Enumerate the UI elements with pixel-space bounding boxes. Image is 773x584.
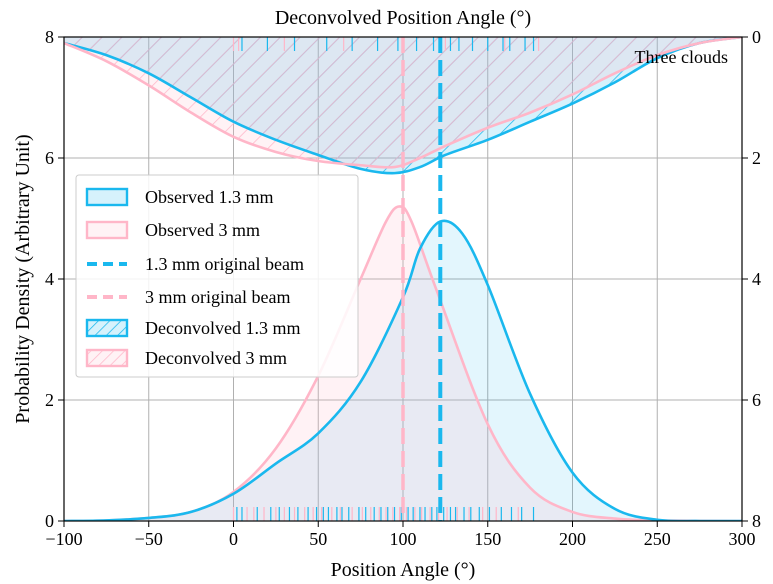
x-tick-label: 200 [559,529,586,549]
x-tick-label: 300 [729,529,756,549]
legend-label: Observed 3 mm [145,220,260,240]
vline-layer [401,37,443,521]
right-y-tick-label: 6 [752,390,761,410]
annotation-three-clouds: Three clouds [635,47,728,67]
x-tick-label: 0 [229,529,238,549]
rug-layer [232,37,540,521]
x-tick-label: −100 [45,529,82,549]
x-axis-title: Position Angle (°) [331,559,476,581]
legend-label: Deconvolved 1.3 mm [145,318,300,338]
x-tick-label: 250 [644,529,671,549]
right-y-tick-label: 4 [752,269,761,289]
legend-frame [75,174,359,378]
legend-label: 1.3 mm original beam [145,254,304,274]
right-y-tick-label: 0 [752,27,761,47]
legend: Observed 1.3 mm Observed 3 mm 1.3 mm origi… [75,174,359,378]
y-tick-label: 8 [45,27,54,47]
y-axis-title: Probability Density (Arbitrary Unit) [12,134,34,423]
observed-13mm-line [64,219,742,521]
x-tick-label: −50 [135,529,163,549]
deconvolved-3mm-line [64,37,742,169]
x-tick-label: 50 [309,529,327,549]
legend-label: Observed 1.3 mm [145,187,273,207]
deconvolved-13mm-line [64,37,742,175]
right-y-tick-label: 8 [752,511,761,531]
legend-label: Deconvolved 3 mm [145,348,287,368]
top-x-axis-title: Deconvolved Position Angle (°) [275,7,531,29]
axis-ticks: −100 −50 0 50 100 150 200 250 300 0 2 4 6 8 0 2 4 6 8 [45,27,761,549]
legend-swatch-hatch [85,318,129,338]
y-tick-label: 6 [45,148,54,168]
deconvolved-3mm-hatch [64,37,742,168]
legend-label: 3 mm original beam [145,287,290,307]
x-tick-label: 150 [474,529,501,549]
x-tick-label: 100 [390,529,417,549]
legend-swatch-hatch [85,348,129,368]
y-tick-label: 4 [45,269,54,289]
right-y-tick-label: 2 [752,148,761,168]
legend-swatch-patch [85,187,129,207]
legend-swatch-patch [85,220,129,240]
y-tick-label: 2 [45,390,54,410]
y-tick-label: 0 [45,511,54,531]
